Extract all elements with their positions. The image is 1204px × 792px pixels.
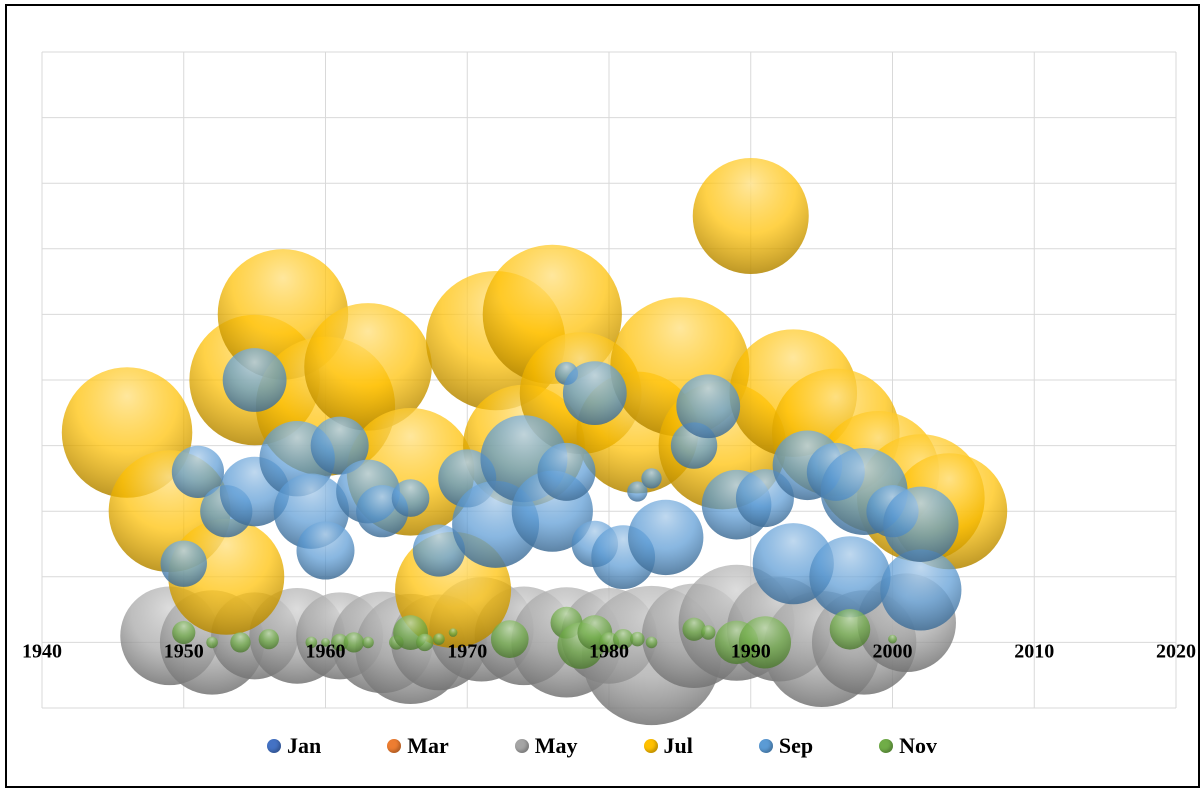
bubble-sep [412,524,465,577]
series-sep [160,348,962,631]
bubble-nov [416,633,434,652]
legend-swatch [514,739,529,753]
legend-swatch [266,739,281,753]
x-axis-ticks: 1940 1950 1960 1970 1980 1990 2000 2010 2020 [22,640,1196,662]
bubble-sep [171,445,225,498]
bubble-nov [258,628,279,650]
bubble-sep [391,479,430,517]
bubble-nov [343,632,364,653]
bubble-nov [305,636,318,649]
bubble-nov [433,633,445,645]
legend-label: May [534,733,578,758]
legend-label: Jul [663,733,693,758]
x-tick-label: 2020 [1156,640,1196,662]
x-tick-label: 1960 [306,640,346,662]
legend-label: Mar [407,733,449,758]
bubble-nov [362,636,374,649]
bubble-sep [537,442,596,501]
bubble-jul [304,303,432,431]
bubble-sep [641,468,662,489]
bubble-nov [206,636,218,649]
bubble-nov [172,620,196,645]
x-tick-label: 1990 [731,640,771,662]
bubble-nov [829,608,871,650]
bubble-nov [645,636,658,649]
x-tick-label: 1940 [22,640,62,662]
bubble-sep [222,348,287,412]
bubble-sep [883,486,959,563]
legend-item-jan: Jan [266,733,322,759]
legend-swatch [758,739,773,753]
legend-swatch [879,739,894,753]
bubble-nov [448,628,458,637]
bubble-sep [160,540,207,587]
bubble-nov [682,617,706,641]
bubble-sep [628,499,704,576]
legend-item-may: May [514,733,578,759]
bubble-nov [490,620,529,658]
legend-item-sep: Sep [758,733,814,759]
legend-swatch [643,739,658,753]
series-nov [172,606,897,669]
bubble-nov [888,634,897,644]
bubble-sep [809,536,891,618]
bubble-sep [880,549,962,631]
legend-item-jul: Jul [643,733,693,759]
x-tick-label: 1970 [447,640,487,662]
bubble-nov [321,638,330,647]
bubble-sep [627,481,648,502]
bubble-sep [676,374,741,439]
bubble-nov [630,631,645,647]
x-tick-label: 2000 [873,640,913,662]
bubble-nov [700,625,716,640]
bubble-nov [613,628,634,650]
plot-area [61,158,1008,726]
bubble-nov [230,632,251,653]
legend-label: Jan [286,733,322,758]
legend-label: Nov [899,733,938,758]
legend-label: Sep [778,733,814,758]
legend: Jan Mar May Jul Sep Nov [0,728,1204,764]
bubble-nov [330,633,349,652]
x-tick-label: 1950 [164,640,204,662]
legend-swatch [387,739,402,753]
x-tick-label: 1980 [589,640,629,662]
bubble-nov [738,616,792,669]
bubble-sep [562,361,627,426]
bubble-jul [692,158,809,274]
bubble-sep [310,416,369,475]
bubble-sep [296,521,355,580]
x-tick-label: 2010 [1014,640,1054,662]
legend-item-mar: Mar [387,733,449,759]
legend-item-nov: Nov [879,733,937,759]
